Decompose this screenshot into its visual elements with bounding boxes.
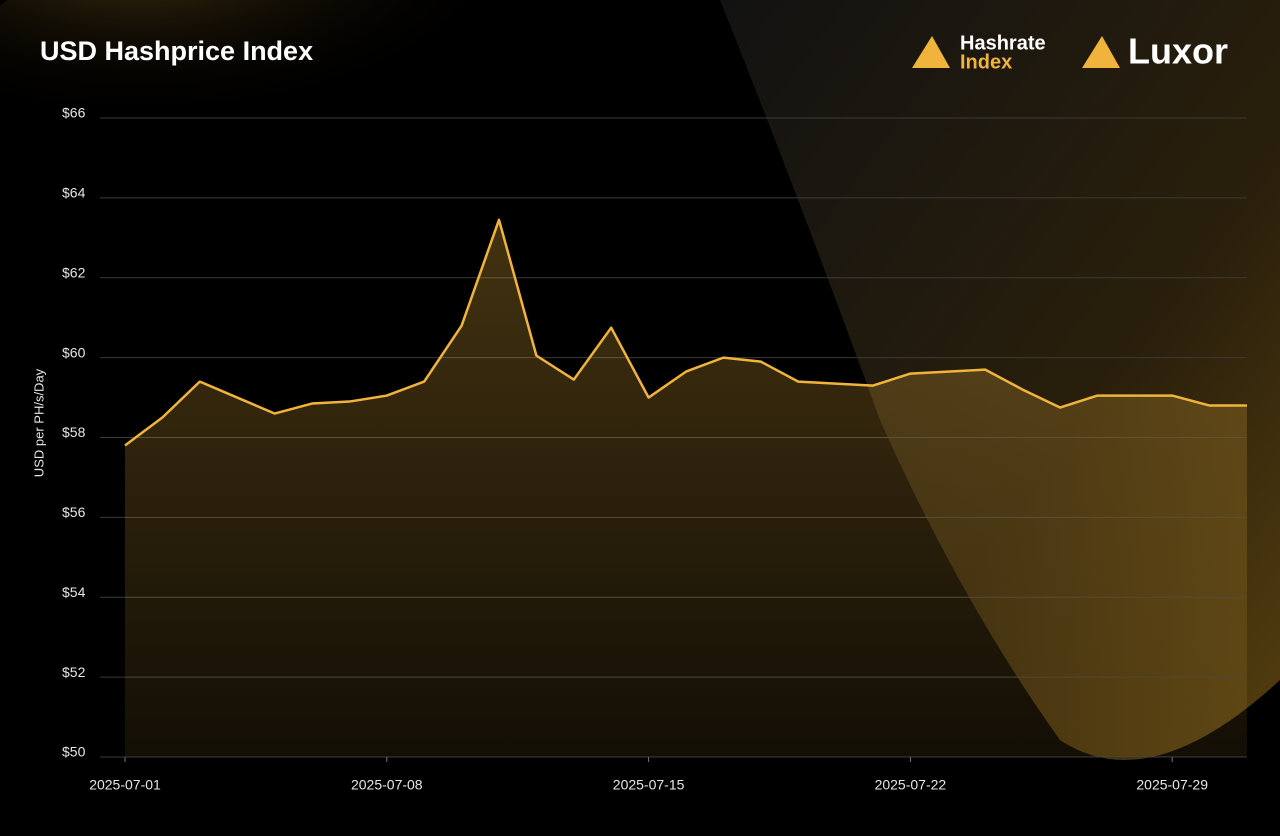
y-tick-label: $64: [62, 185, 86, 201]
y-tick-label: $50: [62, 744, 86, 760]
area: [125, 219, 1247, 757]
x-tick-label: 2025-07-01: [89, 777, 161, 793]
background-glow: [0, 0, 710, 260]
brand: Index: [960, 51, 1012, 73]
x-tick-label: 2025-07-29: [1136, 777, 1208, 793]
y-tick-label: $56: [62, 504, 86, 520]
y-tick-label: $52: [62, 664, 86, 680]
x-tick-label: 2025-07-15: [613, 777, 685, 793]
line: [124, 218, 1247, 447]
x-tick-label: 2025-07-22: [875, 777, 947, 793]
y-tick-label: $62: [62, 264, 86, 280]
logo-icon: [912, 36, 950, 68]
brand: Hashrate: [960, 32, 1046, 54]
brand: Luxor: [1128, 31, 1228, 72]
y-axis-label: USD per PH/s/Day: [31, 368, 46, 477]
y-tick-label: $60: [62, 344, 86, 360]
y-tick-label: $58: [62, 424, 86, 440]
x-tick-label: 2025-07-08: [351, 777, 423, 793]
chart-title: USD Hashprice Index: [40, 36, 313, 66]
logo-icon: [1082, 36, 1120, 68]
y-tick-label: $66: [62, 105, 86, 121]
y-tick-label: $54: [62, 584, 86, 600]
